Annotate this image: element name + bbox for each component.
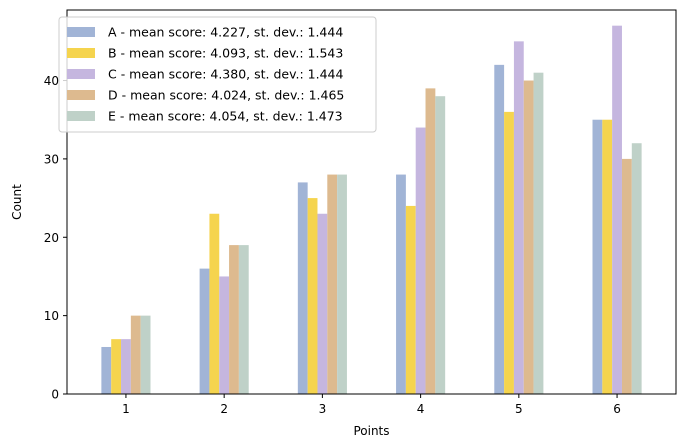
x-tick-label: 6	[613, 402, 621, 416]
legend-swatch	[67, 90, 95, 100]
bar-e-4	[435, 96, 446, 395]
legend-label: A - mean score: 4.227, st. dev.: 1.444	[108, 25, 343, 40]
legend-swatch	[67, 69, 95, 79]
bar-a-6	[592, 119, 603, 394]
legend-label: E - mean score: 4.054, st. dev.: 1.473	[108, 109, 343, 124]
bar-b-4	[405, 205, 416, 394]
bar-d-6	[621, 158, 632, 394]
bar-b-5	[504, 111, 514, 394]
plot-frame	[66, 9, 677, 395]
bar-e-5	[533, 72, 544, 394]
legend-label: C - mean score: 4.380, st. dev.: 1.444	[108, 67, 344, 82]
y-tick-label: 40	[44, 74, 59, 88]
y-tick-label: 30	[44, 152, 59, 166]
x-tick-label: 2	[220, 402, 228, 416]
bar-b-3	[307, 198, 318, 394]
bar-d-4	[425, 88, 436, 395]
legend-box	[58, 16, 377, 133]
x-tick-label: 1	[122, 402, 130, 416]
legend-label: B - mean score: 4.093, st. dev.: 1.543	[108, 46, 343, 61]
legend-swatch	[67, 48, 95, 58]
bar-a-2	[199, 268, 210, 394]
bar-b-6	[602, 119, 613, 394]
bar-e-2	[238, 245, 249, 394]
bar-c-1	[121, 339, 131, 394]
bars-group	[101, 25, 642, 395]
y-tick-label: 10	[44, 309, 59, 323]
bar-d-1	[130, 315, 141, 394]
x-axis: 1 2 3 4 5 6	[122, 394, 621, 416]
bar-b-1	[111, 339, 122, 394]
legend: A - mean score: 4.227, st. dev.: 1.444 B …	[58, 16, 377, 133]
x-axis-label: Points	[353, 424, 389, 438]
y-tick-label: 20	[44, 231, 59, 245]
bar-b-2	[209, 213, 220, 394]
x-tick-label: 5	[515, 402, 523, 416]
bar-c-6	[612, 25, 622, 395]
bar-c-5	[513, 41, 524, 395]
bar-e-6	[631, 143, 642, 394]
bar-d-2	[229, 245, 239, 394]
bar-d-5	[523, 80, 534, 394]
bar-e-3	[337, 174, 347, 394]
bar-c-4	[415, 127, 426, 394]
x-tick-label: 3	[319, 402, 327, 416]
bar-e-1	[140, 315, 151, 394]
bar-a-1	[101, 346, 112, 394]
bar-c-2	[219, 276, 230, 394]
x-tick-label: 4	[417, 402, 425, 416]
legend-swatch	[67, 27, 95, 37]
bar-a-4	[396, 174, 406, 394]
y-tick-label: 0	[51, 388, 59, 402]
bar-a-3	[297, 182, 308, 394]
legend-swatch	[67, 111, 95, 121]
bar-d-3	[327, 174, 338, 394]
y-axis-label: Count	[10, 184, 24, 220]
bar-c-3	[317, 213, 328, 394]
bar-a-5	[494, 64, 505, 394]
legend-label: D - mean score: 4.024, st. dev.: 1.465	[108, 88, 344, 103]
